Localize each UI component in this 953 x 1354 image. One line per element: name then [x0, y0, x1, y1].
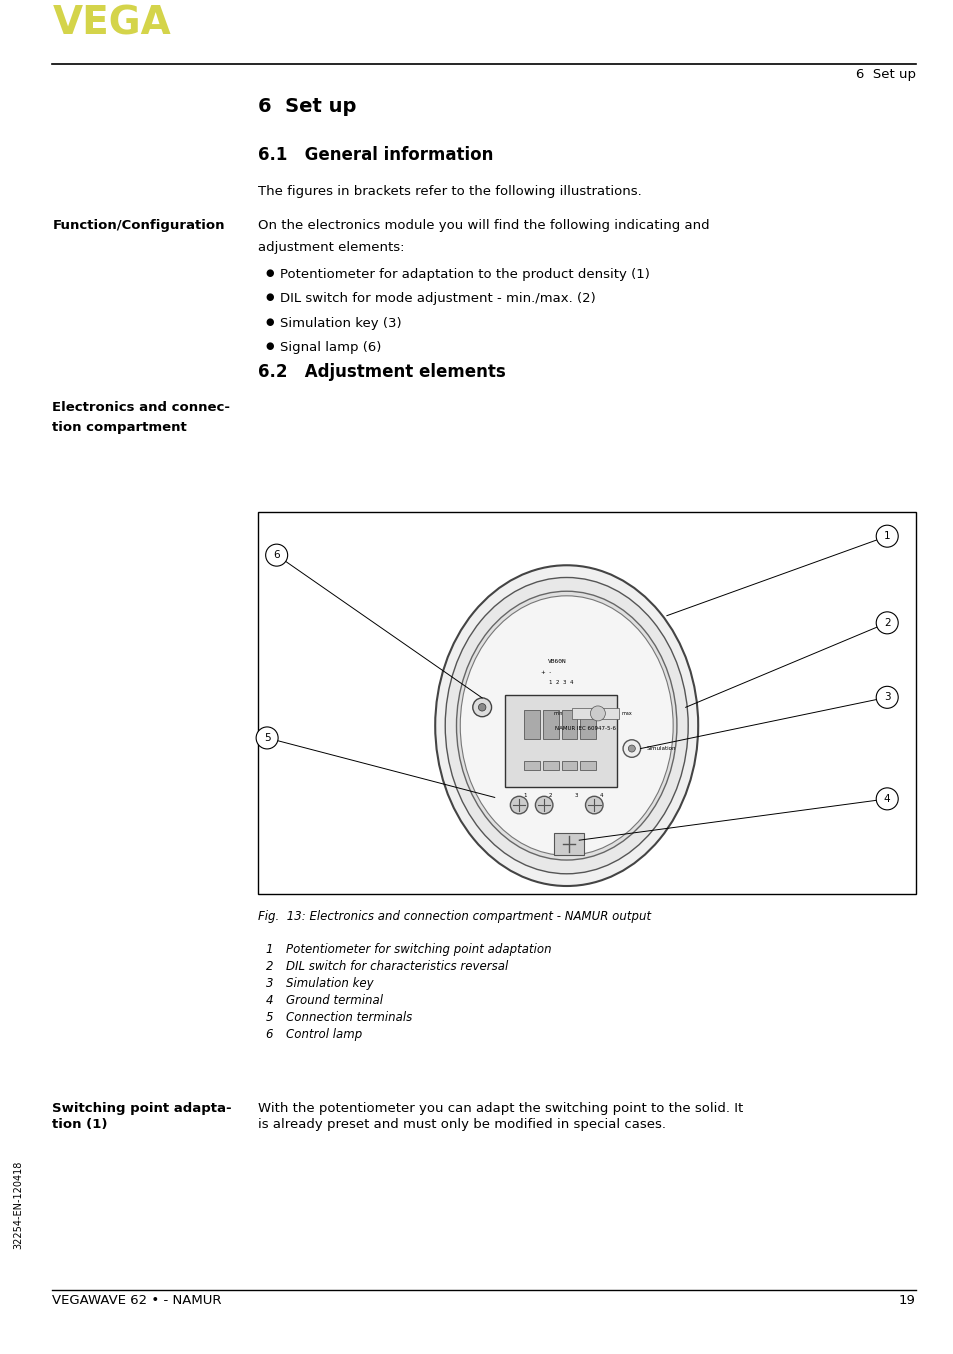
- Text: 6: 6: [265, 1028, 273, 1041]
- Text: max: max: [620, 711, 632, 716]
- Circle shape: [590, 705, 605, 720]
- Text: 1  2  3  4: 1 2 3 4: [549, 680, 574, 685]
- Bar: [561, 761, 577, 770]
- Text: 6  Set up: 6 Set up: [257, 97, 355, 116]
- Text: Control lamp: Control lamp: [285, 1028, 361, 1041]
- Circle shape: [875, 525, 898, 547]
- Circle shape: [875, 686, 898, 708]
- Text: 2: 2: [883, 617, 889, 628]
- Text: min: min: [553, 711, 562, 716]
- Text: ●: ●: [265, 341, 274, 351]
- Text: 3: 3: [265, 976, 273, 990]
- Text: Simulation key: Simulation key: [285, 976, 373, 990]
- Text: VB60N: VB60N: [547, 659, 565, 663]
- Text: adjustment elements:: adjustment elements:: [257, 241, 404, 255]
- Text: Simulation key (3): Simulation key (3): [279, 317, 401, 330]
- Text: Function/Configuration: Function/Configuration: [52, 219, 225, 233]
- Circle shape: [477, 704, 485, 711]
- Circle shape: [875, 788, 898, 810]
- Text: The figures in brackets refer to the following illustrations.: The figures in brackets refer to the fol…: [257, 185, 640, 199]
- Circle shape: [473, 697, 491, 716]
- Text: 3: 3: [574, 793, 578, 798]
- Text: 5: 5: [264, 733, 270, 743]
- Text: VEGAWAVE 62 • - NAMUR: VEGAWAVE 62 • - NAMUR: [52, 1294, 222, 1308]
- Text: 4: 4: [599, 793, 602, 798]
- Ellipse shape: [445, 578, 687, 873]
- Text: 4: 4: [883, 793, 889, 804]
- Text: Potentiometer for adaptation to the product density (1): Potentiometer for adaptation to the prod…: [279, 268, 649, 282]
- Text: ●: ●: [265, 292, 274, 302]
- Circle shape: [628, 745, 635, 751]
- Text: tion compartment: tion compartment: [52, 421, 187, 435]
- Text: 6  Set up: 6 Set up: [855, 68, 915, 81]
- Text: 32254-EN-120418: 32254-EN-120418: [13, 1160, 23, 1250]
- Text: DIL switch for mode adjustment - min./max. (2): DIL switch for mode adjustment - min./ma…: [279, 292, 595, 306]
- Text: 6: 6: [274, 550, 279, 561]
- Ellipse shape: [456, 592, 677, 860]
- Text: 2: 2: [548, 793, 552, 798]
- Bar: [523, 711, 539, 739]
- Circle shape: [255, 727, 278, 749]
- Text: 6.2   Adjustment elements: 6.2 Adjustment elements: [257, 363, 505, 380]
- Text: 4: 4: [265, 994, 273, 1007]
- Bar: [554, 833, 583, 856]
- Bar: [579, 761, 596, 770]
- Bar: [579, 711, 596, 739]
- Circle shape: [875, 612, 898, 634]
- Text: Potentiometer for switching point adaptation: Potentiometer for switching point adapta…: [285, 942, 551, 956]
- Text: ●: ●: [265, 268, 274, 278]
- Text: tion (1): tion (1): [52, 1118, 108, 1131]
- Ellipse shape: [435, 565, 698, 886]
- Text: Signal lamp (6): Signal lamp (6): [279, 341, 380, 355]
- Text: is already preset and must only be modified in special cases.: is already preset and must only be modif…: [257, 1118, 665, 1131]
- Text: 2: 2: [265, 960, 273, 974]
- Ellipse shape: [459, 596, 673, 856]
- Text: Switching point adapta-: Switching point adapta-: [52, 1102, 232, 1116]
- Text: With the potentiometer you can adapt the switching point to the solid. It: With the potentiometer you can adapt the…: [257, 1102, 742, 1116]
- Text: 1: 1: [265, 942, 273, 956]
- Text: ●: ●: [265, 317, 274, 326]
- Circle shape: [622, 739, 639, 757]
- Text: DIL switch for characteristics reversal: DIL switch for characteristics reversal: [285, 960, 507, 974]
- Bar: [542, 711, 558, 739]
- Text: Connection terminals: Connection terminals: [285, 1011, 412, 1024]
- Text: 5: 5: [265, 1011, 273, 1024]
- Circle shape: [585, 796, 602, 814]
- Bar: [542, 761, 558, 770]
- Text: On the electronics module you will find the following indicating and: On the electronics module you will find …: [257, 219, 708, 233]
- Text: +  -: + -: [540, 670, 561, 674]
- Text: 19: 19: [898, 1294, 915, 1308]
- Circle shape: [265, 544, 288, 566]
- Bar: [571, 708, 618, 719]
- Text: 1: 1: [883, 531, 889, 542]
- Text: Simulation: Simulation: [646, 746, 676, 751]
- Bar: [523, 761, 539, 770]
- Text: Fig.  13: Electronics and connection compartment - NAMUR output: Fig. 13: Electronics and connection comp…: [257, 910, 650, 923]
- Bar: [504, 695, 617, 787]
- Text: 6.1   General information: 6.1 General information: [257, 146, 493, 164]
- Bar: [561, 711, 577, 739]
- Text: Ground terminal: Ground terminal: [285, 994, 382, 1007]
- Text: 3: 3: [883, 692, 889, 703]
- Text: 1: 1: [523, 793, 527, 798]
- Text: Electronics and connec-: Electronics and connec-: [52, 401, 231, 414]
- Text: NAMUR IEC 60947-5-6: NAMUR IEC 60947-5-6: [555, 726, 616, 731]
- Circle shape: [535, 796, 553, 814]
- Circle shape: [510, 796, 527, 814]
- Bar: [257, 512, 915, 894]
- Text: VEGA: VEGA: [52, 4, 171, 42]
